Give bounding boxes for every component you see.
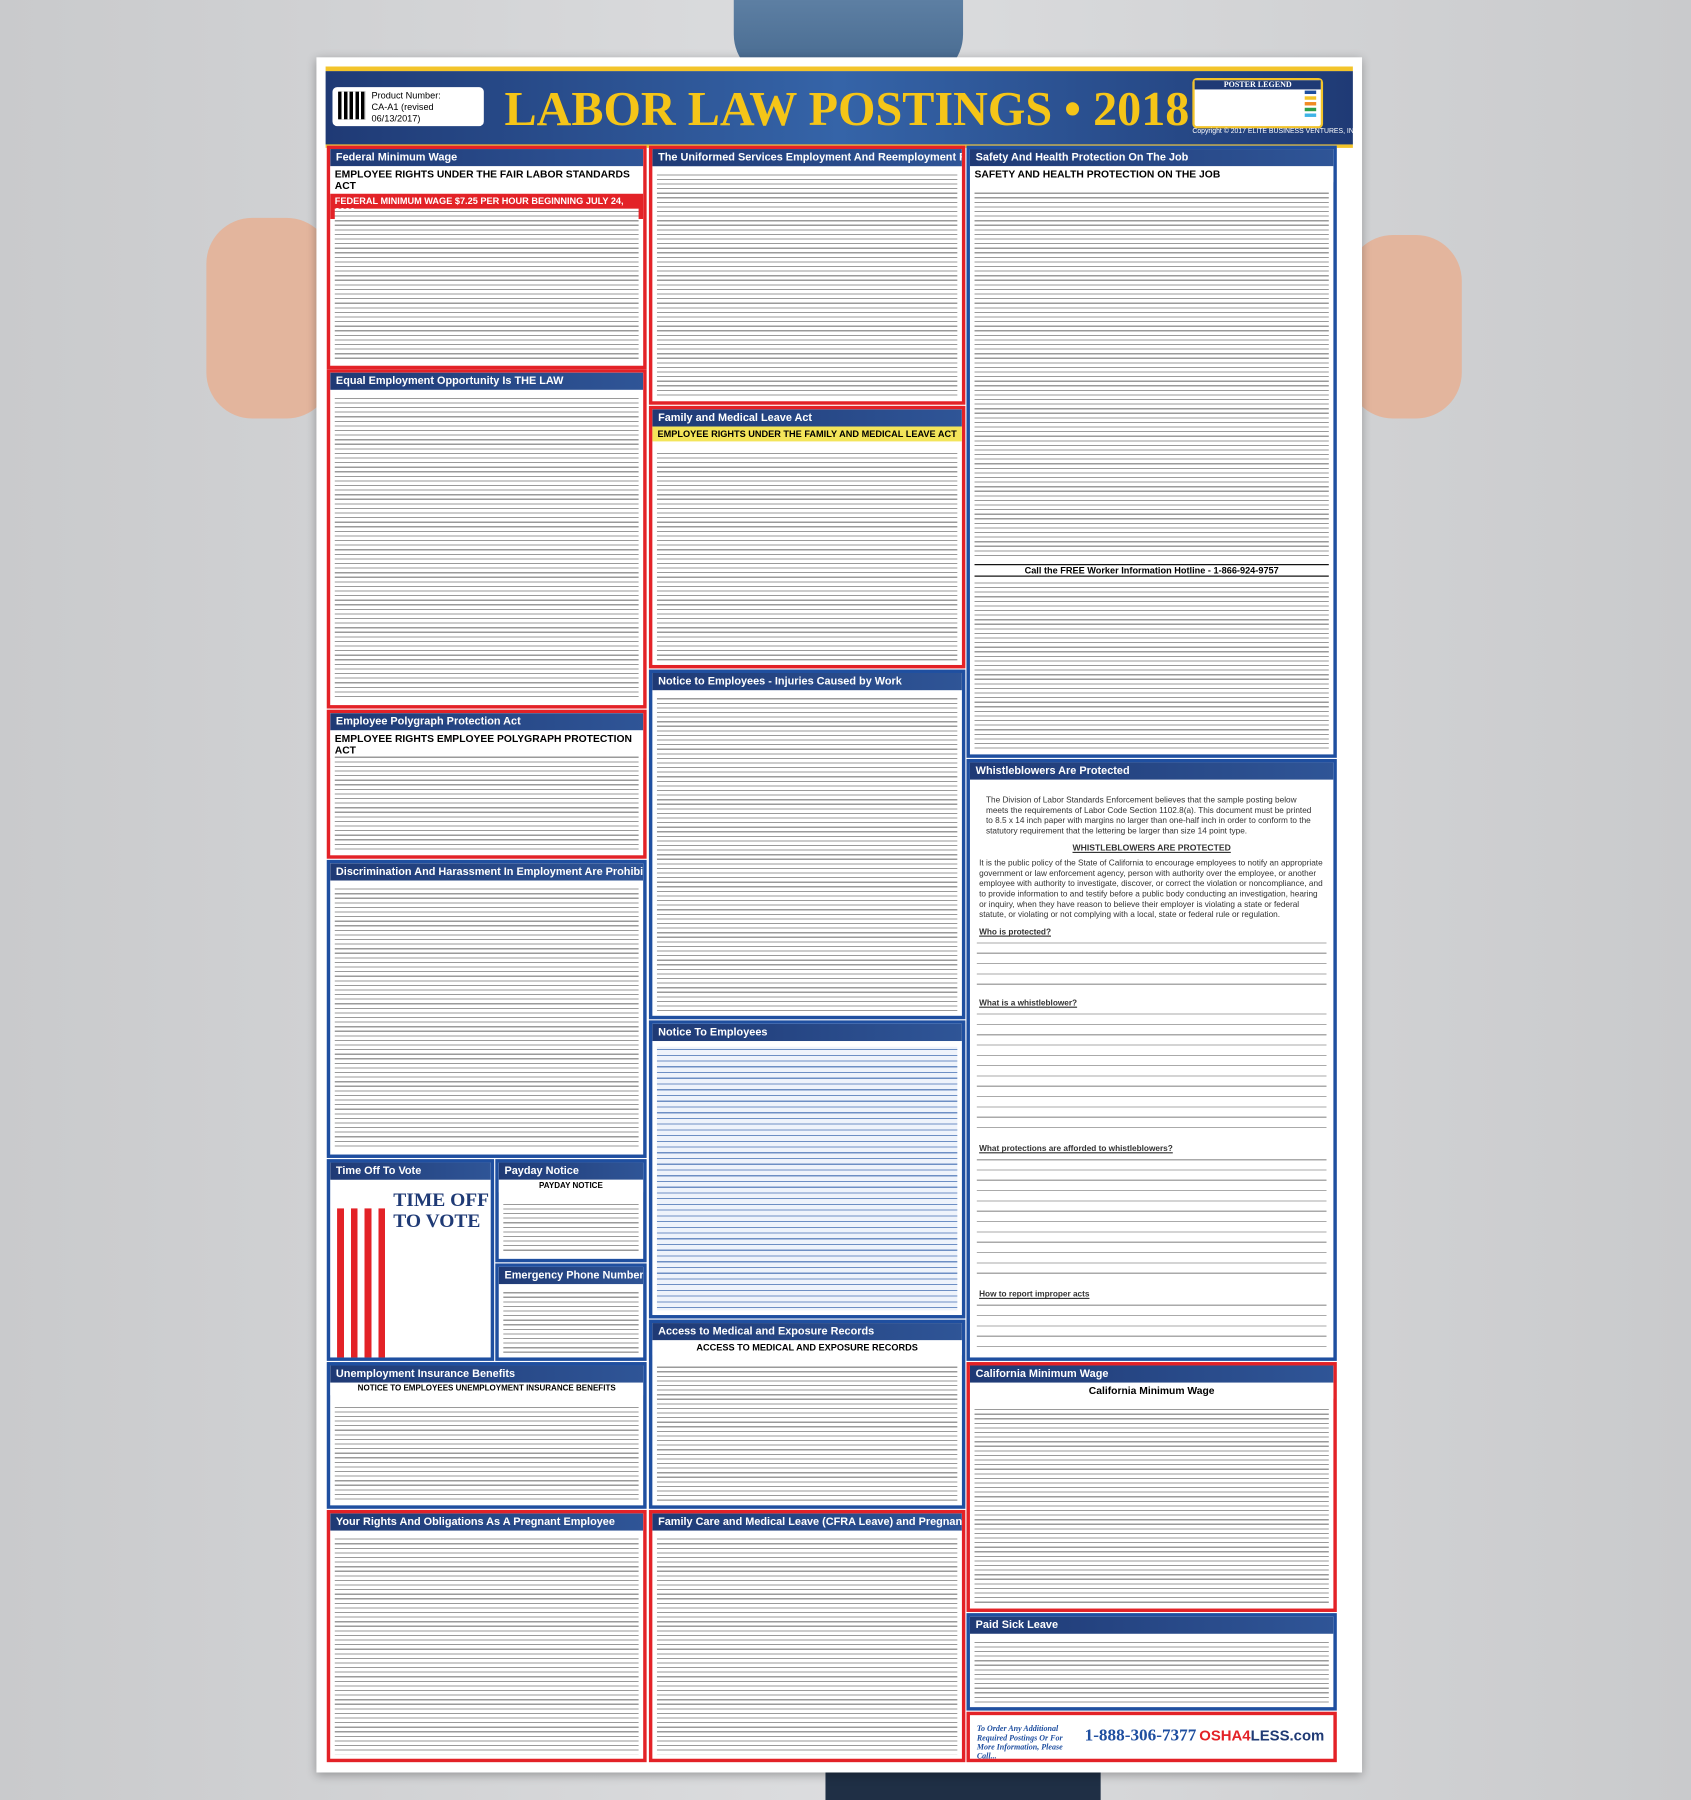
section-notice-to-employees: Notice To Employees <box>648 1020 966 1319</box>
section-subtitle: California Minimum Wage <box>969 1382 1334 1399</box>
section-title: Federal Minimum Wage <box>330 149 644 167</box>
section-title: Emergency Phone Numbers <box>498 1266 644 1285</box>
copyright: Copyright © 2017 ELITE BUSINESS VENTURES… <box>1192 128 1359 136</box>
section-eeo: Equal Employment Opportunity Is THE LAW <box>326 369 647 709</box>
brand-logo: OSHA4LESS.com <box>1199 1727 1324 1744</box>
text-lines <box>976 1155 1327 1282</box>
poster-legend: POSTER LEGEND <box>1192 77 1324 129</box>
section-subtitle: SAFETY AND HEALTH PROTECTION ON THE JOB <box>969 166 1334 183</box>
section-title: Whistleblowers Are Protected <box>969 762 1334 780</box>
intro-paragraph: The Division of Labor Standards Enforcem… <box>985 794 1312 836</box>
section-safety-health: Safety And Health Protection On The Job … <box>966 145 1337 758</box>
section-subtitle: ACCESS TO MEDICAL AND EXPOSURE RECORDS <box>652 1340 962 1356</box>
poster-title: LABOR LAW POSTINGS • 2018 <box>504 83 1190 137</box>
legend-swatch <box>1304 113 1317 117</box>
section-paid-sick-leave: Paid Sick Leave <box>966 1613 1337 1711</box>
legend-title: POSTER LEGEND <box>1194 80 1321 90</box>
section-payday-notice: Payday Notice PAYDAY NOTICE <box>495 1159 647 1263</box>
section-time-off-to-vote: Time Off To Vote TIME OFF TO VOTE <box>326 1159 495 1361</box>
brand-part-a: OSHA4 <box>1199 1726 1251 1744</box>
who-protected-heading: Who is protected? <box>979 926 1052 937</box>
section-userra: The Uniformed Services Employment And Re… <box>648 145 966 405</box>
section-unemployment: Unemployment Insurance Benefits NOTICE T… <box>326 1362 647 1509</box>
text-lines <box>976 1301 1327 1353</box>
section-title: Notice To Employees <box>652 1023 962 1042</box>
right-hand <box>1347 235 1462 419</box>
section-title: Paid Sick Leave <box>969 1616 1334 1634</box>
legend-swatches <box>1195 89 1321 118</box>
section-subtitle: PAYDAY NOTICE <box>498 1179 644 1193</box>
brand-part-b: LESS.com <box>1250 1726 1325 1744</box>
section-title: California Minimum Wage <box>969 1365 1334 1383</box>
product-label: Product Number: <box>371 90 441 101</box>
legend-row <box>1195 89 1321 95</box>
section-title: Family Care and Medical Leave (CFRA Leav… <box>652 1513 962 1531</box>
hotline-text: Call the FREE Worker Information Hotline… <box>974 564 1329 577</box>
section-title: The Uniformed Services Employment And Re… <box>652 149 962 167</box>
section-title: Access to Medical and Exposure Records <box>652 1323 962 1341</box>
ballot-box-icon <box>337 1208 389 1358</box>
section-injuries: Notice to Employees - Injuries Caused by… <box>648 669 966 1020</box>
qr-code-icon <box>338 91 366 120</box>
legend-row <box>1195 107 1321 113</box>
section-subtitle: EMPLOYEE RIGHTS UNDER THE FAMILY AND MED… <box>652 426 962 442</box>
legend-swatch <box>1304 90 1317 95</box>
section-polygraph: Employee Polygraph Protection Act EMPLOY… <box>326 709 647 859</box>
section-title: Notice to Employees - Injuries Caused by… <box>652 672 962 691</box>
order-note: To Order Any Additional Required Posting… <box>976 1724 1063 1762</box>
section-subtitle: EMPLOYEE RIGHTS UNDER THE FAIR LABOR STA… <box>330 166 644 194</box>
section-subtitle: EMPLOYEE RIGHTS EMPLOYEE POLYGRAPH PROTE… <box>330 730 644 758</box>
legend-swatch <box>1304 107 1317 112</box>
section-fmla: Family and Medical Leave Act EMPLOYEE RI… <box>648 405 966 669</box>
section-subtitle: NOTICE TO EMPLOYEES UNEMPLOYMENT INSURAN… <box>330 1382 644 1396</box>
whistleblower-text: The Division of Labor Standards Enforcem… <box>976 787 1327 1353</box>
section-title: Equal Employment Opportunity Is THE LAW <box>330 372 644 390</box>
section-title: Employee Polygraph Protection Act <box>330 713 644 731</box>
section-medical-records: Access to Medical and Exposure Records A… <box>648 1319 966 1509</box>
section-title: Safety And Health Protection On The Job <box>969 149 1334 167</box>
time-off-heading: TIME OFF TO VOTE <box>393 1188 489 1232</box>
legend-row <box>1195 101 1321 107</box>
what-whistleblower-heading: What is a whistleblower? <box>979 997 1078 1008</box>
section-cfra: Family Care and Medical Leave (CFRA Leav… <box>648 1509 966 1763</box>
order-phone: 1-888-306-7377 <box>1084 1726 1197 1745</box>
report-heading: How to report improper acts <box>979 1288 1090 1299</box>
policy-paragraph: It is the public policy of the State of … <box>979 857 1323 920</box>
text-lines <box>976 938 1327 991</box>
section-federal-minimum-wage: Federal Minimum Wage EMPLOYEE RIGHTS UND… <box>326 145 647 370</box>
section-title: Time Off To Vote <box>330 1162 491 1180</box>
section-title: Unemployment Insurance Benefits <box>330 1365 644 1383</box>
protections-heading: What protections are afforded to whistle… <box>979 1143 1173 1154</box>
section-title: Payday Notice <box>498 1162 644 1180</box>
section-title: Family and Medical Leave Act <box>652 409 962 427</box>
product-number: CA-A1 (revised 06/13/2017) <box>371 102 434 124</box>
section-pregnant-employee: Your Rights And Obligations As A Pregnan… <box>326 1509 647 1763</box>
text-lines <box>976 1010 1327 1137</box>
section-title: Discrimination And Harassment In Employm… <box>330 863 644 881</box>
legend-row <box>1195 112 1321 118</box>
legend-swatch <box>1304 96 1317 100</box>
legend-swatch <box>1304 102 1317 106</box>
left-hand <box>206 217 333 419</box>
poster-footer: To Order Any Additional Required Posting… <box>966 1711 1337 1763</box>
legend-row <box>1195 95 1321 101</box>
section-emergency-phone: Emergency Phone Numbers <box>495 1263 647 1361</box>
whistleblower-heading: WHISTLEBLOWERS ARE PROTECTED <box>1072 842 1231 853</box>
section-title: Your Rights And Obligations As A Pregnan… <box>330 1513 644 1531</box>
section-ca-minimum-wage: California Minimum Wage California Minim… <box>966 1362 1337 1612</box>
section-whistleblowers: Whistleblowers Are Protected The Divisio… <box>966 758 1337 1361</box>
section-discrimination: Discrimination And Harassment In Employm… <box>326 859 647 1158</box>
